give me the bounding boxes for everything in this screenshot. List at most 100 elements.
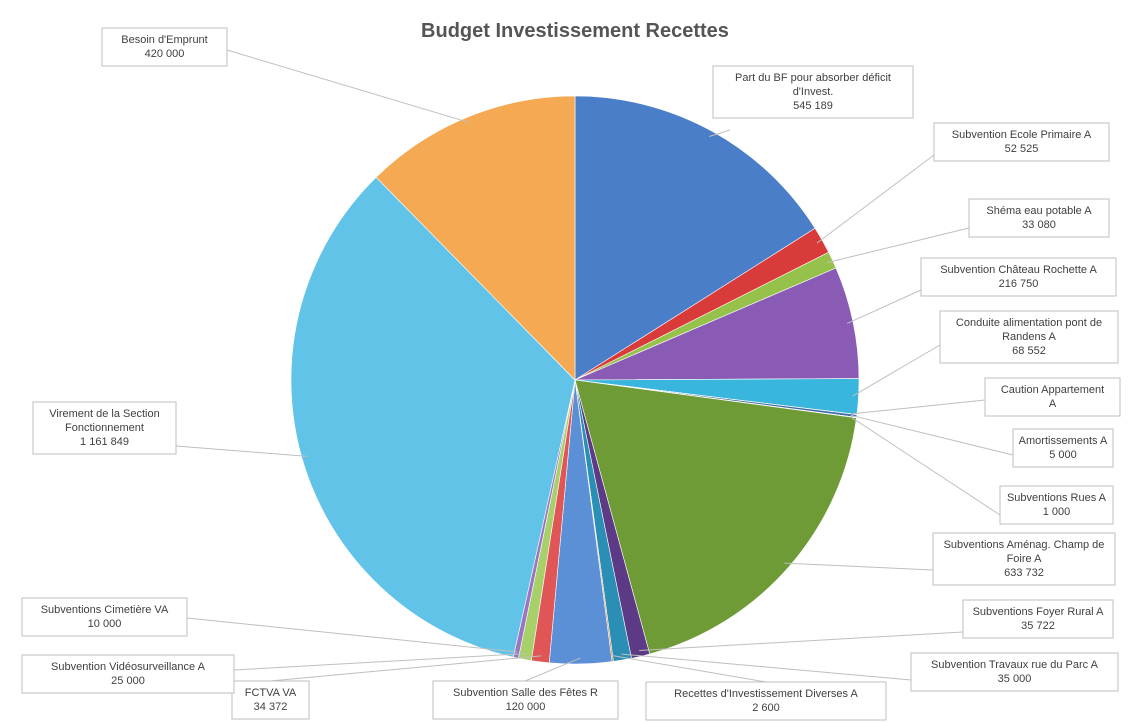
leader-line (233, 653, 526, 671)
data-label-value: 216 750 (999, 278, 1039, 290)
leader-line (226, 49, 470, 124)
chart-title: Budget Investissement Recettes (421, 20, 729, 42)
data-label-text: Besoin d'Emprunt (121, 34, 207, 46)
data-label: Besoin d'Emprunt 420 000 (101, 27, 228, 67)
leader-line (709, 129, 731, 137)
data-label: Subvention Ecole Primaire A 52 525 (933, 122, 1110, 162)
data-label: Caution Appartement A (984, 377, 1121, 417)
data-label-box (645, 681, 887, 721)
data-label: Amortissements A 5 000 (1012, 428, 1114, 468)
data-label-text: Shéma eau potable A (986, 205, 1092, 217)
data-label-text: Subvention Ecole Primaire A (952, 129, 1092, 141)
leader-line (269, 655, 542, 682)
data-label-value: 34 372 (254, 701, 288, 713)
data-label-value: 25 000 (111, 675, 145, 687)
data-label: Conduite alimentation pont de Randens A 68… (939, 310, 1119, 364)
data-label-value: 1 000 (1043, 506, 1071, 518)
data-label-text: Subvention Vidéosurveillance A (51, 661, 206, 673)
data-label-value: 33 080 (1022, 219, 1056, 231)
leader-lines (175, 49, 1014, 683)
data-label-text: Foire A (1007, 553, 1043, 565)
leader-line (611, 655, 767, 683)
pie-slice (375, 95, 576, 381)
data-label-text: Virement de la Section (49, 408, 159, 420)
data-label: Subventions Cimetière VA 10 000 (21, 597, 188, 637)
data-label-value: 52 525 (1005, 143, 1039, 155)
data-label-text: Amortissements A (1019, 435, 1108, 447)
data-label: Shéma eau potable A 33 080 (968, 198, 1110, 238)
leader-line (621, 653, 912, 681)
data-label-box (101, 27, 228, 67)
data-label-box (21, 654, 235, 694)
data-label: Subvention Château Rochette A 216 750 (920, 257, 1117, 297)
data-label-value: 35 000 (998, 673, 1032, 685)
data-label: Subvention Salle des Fêtes R 120 000 (432, 680, 619, 720)
data-label-value: 35 722 (1021, 620, 1055, 632)
data-label-text: Randens A (1002, 331, 1056, 343)
leader-line (186, 617, 518, 653)
pie-slice (574, 379, 857, 655)
data-label-box (21, 597, 188, 637)
data-label-value: 2 600 (752, 702, 780, 714)
data-label-text: Conduite alimentation pont de (956, 317, 1102, 329)
data-label-box (432, 680, 619, 720)
leader-line (850, 414, 1014, 456)
data-label-box (932, 532, 1116, 586)
data-label-box (1012, 428, 1114, 468)
data-label-box (968, 198, 1110, 238)
data-label-value: 545 189 (793, 100, 833, 112)
data-label-text: Fonctionnement (65, 422, 144, 434)
leader-line (826, 227, 970, 264)
data-label: Subventions Foyer Rural A 35 722 (962, 599, 1114, 639)
leader-line (639, 631, 964, 651)
leader-line (850, 399, 986, 415)
data-label: Subvention Vidéosurveillance A 25 000 (21, 654, 235, 694)
data-label-text: Caution Appartement (1001, 384, 1104, 396)
data-label-box (999, 485, 1114, 525)
data-label-value: 68 552 (1012, 345, 1046, 357)
data-label-box (939, 310, 1119, 364)
data-label-text: Subventions Rues A (1007, 492, 1107, 504)
data-label: Subventions Rues A 1 000 (999, 485, 1114, 525)
data-label-text: Subventions Cimetière VA (41, 604, 169, 616)
data-label-text: Part du BF pour absorber déficit (735, 72, 891, 84)
data-label-box (910, 652, 1119, 692)
data-label-text: A (1049, 398, 1057, 410)
pie-slice (574, 95, 816, 381)
leader-line (816, 154, 935, 244)
leader-line (784, 562, 934, 571)
leader-line (852, 344, 941, 397)
data-label: FCTVA VA 34 372 (231, 680, 310, 720)
data-label-text: Subvention Château Rochette A (940, 264, 1097, 276)
data-label: Recettes d'Investissement Diverses A 2 60… (645, 681, 887, 721)
data-label-text: Subventions Foyer Rural A (973, 606, 1105, 618)
data-label: Virement de la Section Fonctionnement 1 16… (32, 401, 177, 455)
leader-line (846, 289, 922, 324)
data-label: Subvention Travaux rue du Parc A 35 000 (910, 652, 1119, 692)
leader-line (175, 445, 308, 457)
data-label-value: 420 000 (145, 48, 185, 60)
data-label-text: Subventions Aménag. Champ de (944, 539, 1105, 551)
leader-line (850, 416, 1001, 516)
data-label-box (32, 401, 177, 455)
data-label-text: FCTVA VA (245, 687, 297, 699)
data-label-box (920, 257, 1117, 297)
data-label-value: 1 161 849 (80, 436, 129, 448)
data-label-value: 10 000 (88, 618, 122, 630)
data-label: Part du BF pour absorber déficit d'Invest… (712, 65, 914, 119)
data-label-text: Subvention Salle des Fêtes R (453, 687, 598, 699)
data-label-value: 633 732 (1004, 567, 1044, 579)
pie-slice (574, 267, 860, 381)
data-label-box (933, 122, 1110, 162)
data-label-box (984, 377, 1121, 417)
data-labels: Part du BF pour absorber déficit d'Invest… (21, 27, 1121, 721)
data-label-value: 120 000 (506, 701, 546, 713)
data-label-value: 5 000 (1049, 449, 1077, 461)
data-label-box (962, 599, 1114, 639)
data-label-box (231, 680, 310, 720)
pie-slice (290, 176, 576, 658)
data-label-text: d'Invest. (793, 86, 834, 98)
leader-line (524, 657, 581, 682)
pie-slices (290, 95, 860, 665)
